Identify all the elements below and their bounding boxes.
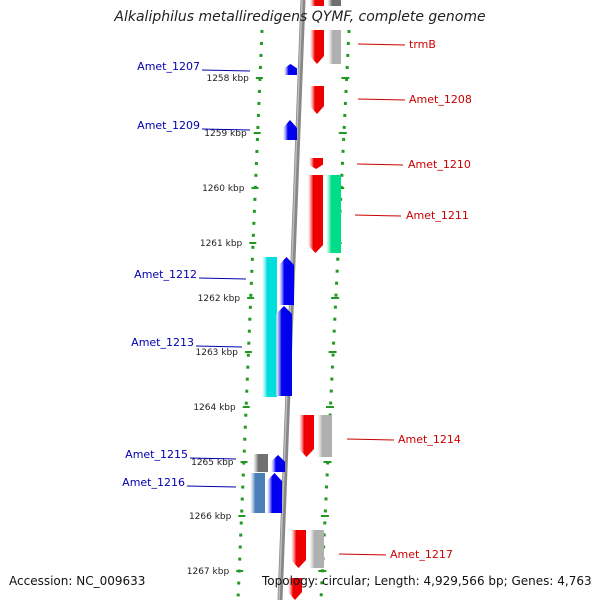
gene-label-left: Amet_1207 — [137, 60, 200, 73]
gene-Amet_1210 — [309, 158, 323, 169]
gene-label-leader — [198, 277, 247, 280]
gene-Amet_1211-cds — [326, 175, 341, 253]
gene-Amet_1212-cds — [262, 257, 277, 397]
scale-tick-label: 1258 kbp — [206, 74, 249, 84]
gene-label-leader — [357, 43, 406, 46]
gene-label-right: Amet_1217 — [390, 548, 453, 561]
gene-label-right: Amet_1208 — [409, 93, 472, 106]
scale-tick-label: 1261 kbp — [200, 239, 243, 249]
gene-Amet_1217 — [291, 530, 306, 568]
gene-label-left: Amet_1215 — [125, 448, 188, 461]
gene-Amet_1207 — [284, 64, 297, 75]
gene-label-leader — [354, 214, 402, 217]
scale-tick-label: 1262 kbp — [198, 294, 241, 304]
gene-Amet_1209 — [283, 120, 297, 140]
gene-label-leader — [346, 438, 395, 441]
gene-label-left: Amet_1209 — [137, 119, 200, 132]
gene-label-leader — [189, 457, 237, 460]
gene-label-left: Amet_1213 — [131, 336, 194, 349]
gene-Amet_1214-cds — [317, 415, 332, 457]
gene-Amet_1214 — [299, 415, 314, 457]
gene-label-leader — [356, 163, 404, 166]
map-title: Alkaliphilus metalliredigens QYMF, compl… — [114, 9, 486, 25]
scale-tick-label: 1264 kbp — [193, 403, 236, 413]
gene-feature-top-gray — [327, 0, 341, 6]
scale-tick-label: 1260 kbp — [202, 184, 245, 194]
gene-label-right: Amet_1210 — [408, 158, 471, 171]
gene-label-leader — [201, 128, 251, 131]
gene-label-leader — [195, 345, 243, 348]
gene-feature-top-red — [310, 0, 324, 6]
guide-line-outer-right — [319, 29, 351, 601]
guide-line-outer-left — [236, 29, 264, 601]
gene-feature-bottom-red — [288, 578, 302, 600]
gene-label-right: trmB — [409, 38, 436, 51]
gene-Amet_1215-cds — [253, 454, 268, 472]
gene-label-right: Amet_1214 — [398, 433, 461, 446]
scale-tick-label: 1263 kbp — [196, 348, 239, 358]
gene-label-left: Amet_1216 — [122, 476, 185, 489]
gene-Amet_1208 — [310, 86, 324, 114]
gene-Amet_1216-cds — [250, 473, 265, 513]
gene-label-leader — [357, 98, 406, 101]
gene-label-right: Amet_1211 — [406, 209, 469, 222]
gene-Amet_1217-cds — [309, 530, 324, 568]
scale-tick-label: 1266 kbp — [189, 512, 232, 522]
gene-Amet_1215 — [271, 455, 285, 472]
gene-label-leader — [338, 553, 387, 556]
gene-label-leader — [201, 69, 251, 72]
gene-label-left: Amet_1212 — [134, 268, 197, 281]
gene-Amet_1213 — [276, 306, 292, 396]
scale-tick-label: 1267 kbp — [187, 567, 230, 577]
gene-Amet_1212 — [279, 257, 294, 305]
gene-trmB-cds — [328, 30, 341, 64]
gene-Amet_1216 — [267, 473, 282, 513]
scale-tick-label: 1259 kbp — [204, 129, 247, 139]
gene-trmB — [310, 30, 324, 64]
topology-text: Topology: circular; Length: 4,929,566 bp… — [262, 574, 592, 588]
accession-text: Accession: NC_009633 — [9, 574, 146, 588]
scale-tick-label: 1265 kbp — [191, 458, 234, 468]
gene-Amet_1211 — [308, 175, 323, 253]
gene-label-leader — [186, 485, 237, 488]
